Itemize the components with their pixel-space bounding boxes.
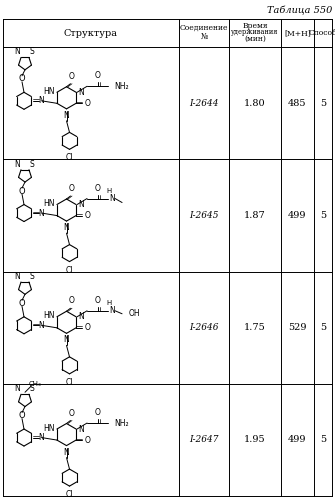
Text: N: N	[78, 312, 84, 322]
Text: Таблица 550: Таблица 550	[267, 6, 332, 16]
Text: Cl: Cl	[66, 490, 73, 499]
Text: 5: 5	[320, 436, 326, 444]
Text: Соединение: Соединение	[180, 24, 228, 32]
Text: N: N	[14, 384, 20, 393]
Text: NH₂: NH₂	[114, 82, 129, 91]
Text: O: O	[94, 72, 100, 80]
Text: 499: 499	[288, 211, 307, 220]
Text: HN: HN	[44, 199, 55, 208]
Text: N: N	[39, 208, 44, 218]
Text: N: N	[78, 88, 84, 97]
Text: I-2647: I-2647	[189, 436, 219, 444]
Text: N: N	[14, 48, 20, 56]
Text: NH₂: NH₂	[114, 418, 129, 428]
Text: H: H	[107, 188, 112, 194]
Text: O: O	[69, 296, 74, 305]
Text: N: N	[109, 306, 115, 316]
Text: Структура: Структура	[64, 28, 118, 38]
Text: Cl: Cl	[66, 266, 73, 274]
Text: O: O	[19, 186, 25, 196]
Text: 5: 5	[320, 211, 326, 220]
Text: 5: 5	[320, 323, 326, 332]
Text: 485: 485	[288, 98, 307, 108]
Text: O: O	[19, 411, 25, 420]
Text: N: N	[78, 200, 84, 209]
Text: 499: 499	[288, 436, 307, 444]
Text: OH: OH	[129, 310, 141, 318]
Text: N: N	[14, 272, 20, 281]
Text: N: N	[39, 433, 44, 442]
Text: Способ: Способ	[309, 29, 335, 37]
Text: Время: Время	[242, 22, 268, 30]
Text: N: N	[14, 160, 20, 168]
Text: Cl: Cl	[66, 378, 73, 387]
Text: N: N	[78, 424, 84, 434]
Text: CH₃: CH₃	[28, 381, 42, 387]
Text: 1.87: 1.87	[244, 211, 266, 220]
Text: [M+H]: [M+H]	[284, 29, 311, 37]
Text: S: S	[30, 272, 35, 281]
Text: S: S	[30, 160, 35, 168]
Text: I-2645: I-2645	[189, 211, 219, 220]
Text: 529: 529	[288, 323, 307, 332]
Text: O: O	[19, 74, 25, 84]
Text: Cl: Cl	[66, 154, 73, 162]
Text: 1.75: 1.75	[244, 323, 266, 332]
Text: (мин): (мин)	[244, 35, 266, 43]
Text: удерживания: удерживания	[231, 28, 279, 36]
Text: S: S	[30, 384, 35, 393]
Text: N: N	[64, 223, 69, 232]
Text: O: O	[69, 184, 74, 193]
Text: N: N	[39, 96, 44, 106]
Text: 1.80: 1.80	[244, 98, 266, 108]
Text: H: H	[107, 300, 112, 306]
Text: N: N	[64, 448, 69, 456]
Text: O: O	[94, 184, 100, 192]
Text: O: O	[94, 296, 100, 305]
Text: O: O	[85, 211, 91, 220]
Text: 5: 5	[320, 98, 326, 108]
Text: HN: HN	[44, 87, 55, 96]
Text: S: S	[30, 48, 35, 56]
Text: O: O	[94, 408, 100, 417]
Text: N: N	[39, 321, 44, 330]
Text: O: O	[69, 408, 74, 418]
Text: O: O	[69, 72, 74, 80]
Text: O: O	[19, 299, 25, 308]
Text: O: O	[85, 99, 91, 108]
Text: O: O	[85, 436, 91, 444]
Text: HN: HN	[44, 424, 55, 432]
Text: N: N	[64, 336, 69, 344]
Text: O: O	[85, 324, 91, 332]
Text: HN: HN	[44, 312, 55, 320]
Text: №: №	[200, 34, 208, 42]
Text: I-2646: I-2646	[189, 323, 219, 332]
Text: 1.95: 1.95	[244, 436, 266, 444]
Text: N: N	[64, 111, 69, 120]
Text: I-2644: I-2644	[189, 98, 219, 108]
Text: N: N	[109, 194, 115, 203]
